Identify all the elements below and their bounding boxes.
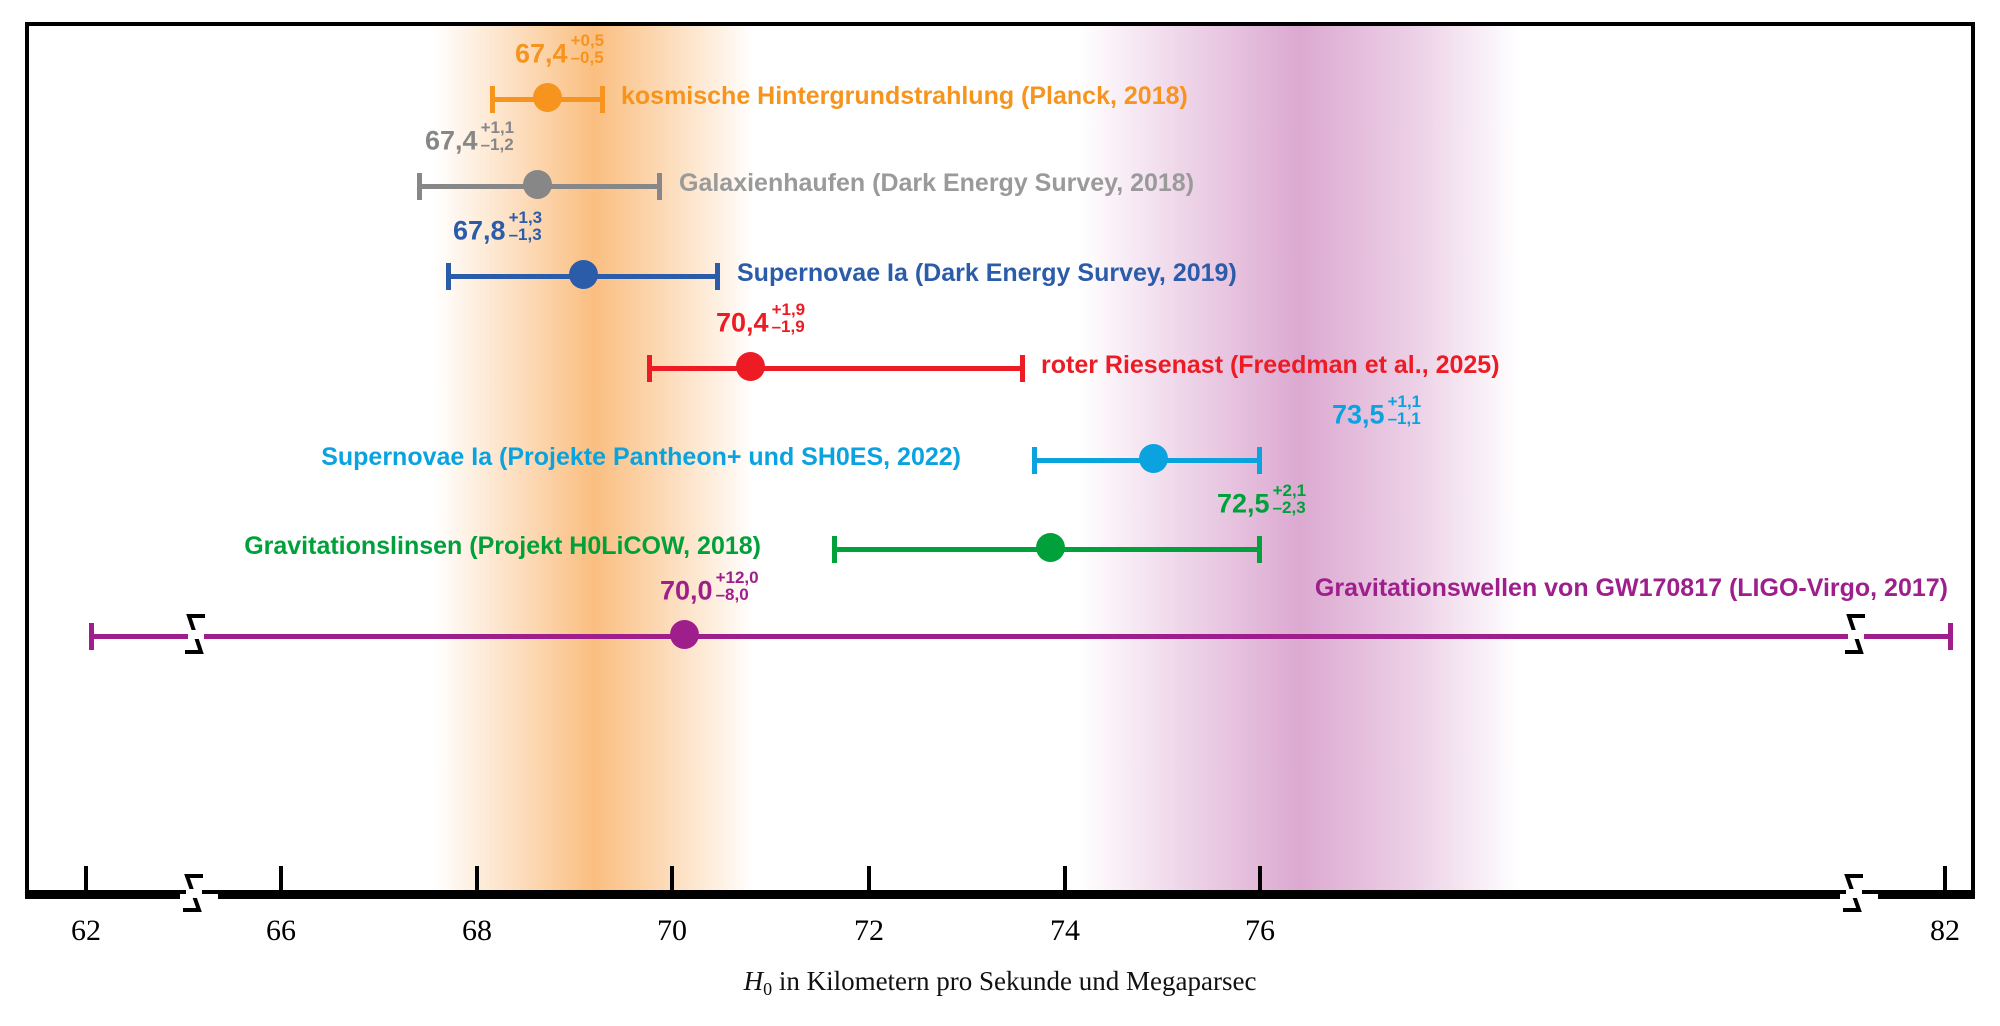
axis-tick: [1943, 866, 1947, 894]
x-axis: 62 66 68 70 72 74 76 82: [25, 866, 1975, 958]
axis-line-segment: [1878, 894, 1975, 899]
value-label-gravitational-waves: 70,0 +12,0 –8,0: [660, 568, 759, 606]
error-bar-cap-icon: [446, 263, 451, 290]
axis-tick-label: 72: [854, 914, 884, 947]
axis-tick: [867, 866, 871, 894]
axis-tick-label: 82: [1930, 914, 1960, 947]
series-label-gravitational-lensing: Gravitationslinsen (Projekt H0LiCOW, 201…: [244, 532, 761, 560]
error-bar-cap-icon: [1032, 447, 1037, 474]
zigzag-break-icon: [177, 870, 209, 916]
axis-tick-label: 76: [1245, 914, 1275, 947]
error-bar-cap-icon: [417, 173, 422, 200]
zigzag-break-icon: [179, 608, 211, 660]
axis-tick: [84, 866, 88, 894]
series-label-gravitational-waves: Gravitationswellen von GW170817 (LIGO-Vi…: [1314, 574, 1948, 602]
data-point-icon[interactable]: [736, 352, 765, 381]
error-bar-cap-icon: [1020, 355, 1025, 382]
error-bar-red-giant-branch: [647, 366, 1025, 371]
error-bar-cap-icon: [490, 86, 495, 113]
axis-tick: [670, 866, 674, 894]
x-axis-label-subscript: 0: [763, 979, 773, 999]
data-point-icon[interactable]: [1139, 444, 1168, 473]
error-bar-cap-icon: [1948, 623, 1953, 650]
error-bar-cap-icon: [1257, 447, 1262, 474]
series-label-des-supernovae: Supernovae Ia (Dark Energy Survey, 2019): [737, 259, 1237, 287]
axis-line-segment: [25, 894, 180, 899]
axis-tick: [1063, 866, 1067, 894]
zigzag-break-icon: [1839, 608, 1871, 660]
x-axis-label: H0 in Kilometern pro Sekunde und Megapar…: [0, 966, 2000, 1000]
series-label-red-giant-branch: roter Riesenast (Freedman et al., 2025): [1041, 351, 1500, 379]
axis-tick-label: 62: [71, 914, 101, 947]
error-bar-cap-icon: [832, 536, 837, 563]
axis-tick: [279, 866, 283, 894]
error-bar-cap-icon: [657, 173, 662, 200]
axis-tick-label: 74: [1050, 914, 1080, 947]
series-label-planck: kosmische Hintergrundstrahlung (Planck, …: [621, 82, 1188, 110]
error-bar-cap-icon: [647, 355, 652, 382]
axis-tick-label: 70: [657, 914, 687, 947]
error-bar-gravitational-waves: [89, 634, 1953, 639]
series-label-pantheon-shoes: Supernovae Ia (Projekte Pantheon+ und SH…: [321, 443, 961, 471]
value-label-galaxy-clusters: 67,4 +1,1 –1,2: [425, 118, 515, 156]
data-point-icon[interactable]: [670, 620, 699, 649]
axis-tick-label: 68: [462, 914, 492, 947]
data-point-icon[interactable]: [523, 170, 552, 199]
value-label-des-supernovae: 67,8 +1,3 –1,3: [453, 208, 543, 246]
axis-tick: [1258, 866, 1262, 894]
error-bar-cap-icon: [715, 263, 720, 290]
plot-area: 67,4 +0,5 –0,5 kosmische Hintergrundstrahl…: [25, 22, 1975, 894]
axis-tick: [475, 866, 479, 894]
data-point-icon[interactable]: [569, 260, 598, 289]
zigzag-break-icon: [1837, 870, 1869, 916]
data-point-icon[interactable]: [533, 83, 562, 112]
series-label-galaxy-clusters: Galaxienhaufen (Dark Energy Survey, 2018…: [679, 169, 1195, 197]
value-label-planck: 67,4 +0,5 –0,5: [515, 31, 605, 69]
value-label-pantheon-shoes: 73,5 +1,1 –1,1: [1332, 392, 1422, 430]
error-bar-cap-icon: [600, 86, 605, 113]
x-axis-label-text: in Kilometern pro Sekunde und Megaparsec: [772, 966, 1257, 996]
error-bar-cap-icon: [89, 623, 94, 650]
axis-line-segment: [218, 894, 1840, 899]
data-point-icon[interactable]: [1036, 533, 1065, 562]
x-axis-label-symbol: H: [743, 966, 764, 996]
error-bar-cap-icon: [1257, 536, 1262, 563]
value-label-red-giant-branch: 70,4 +1,9 –1,9: [716, 300, 806, 338]
axis-tick-label: 66: [266, 914, 296, 947]
value-label-gravitational-lensing: 72,5 +2,1 –2,3: [1217, 481, 1307, 519]
